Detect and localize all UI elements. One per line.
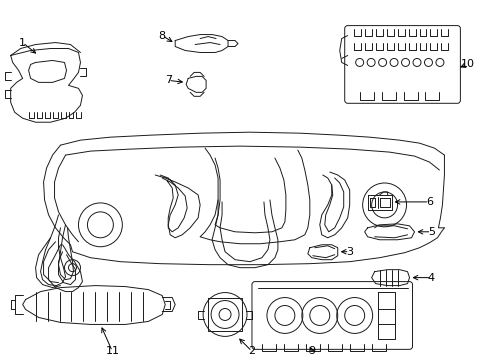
Text: 5: 5 [427,227,434,237]
Text: 8: 8 [158,31,165,41]
Text: 3: 3 [346,247,352,257]
Text: 10: 10 [459,59,473,69]
Text: 7: 7 [164,75,171,85]
Text: 9: 9 [307,346,315,356]
Text: 11: 11 [105,346,119,356]
Text: 1: 1 [19,37,26,48]
Text: 2: 2 [248,346,255,356]
Text: 4: 4 [427,273,434,283]
Text: 6: 6 [425,197,432,207]
